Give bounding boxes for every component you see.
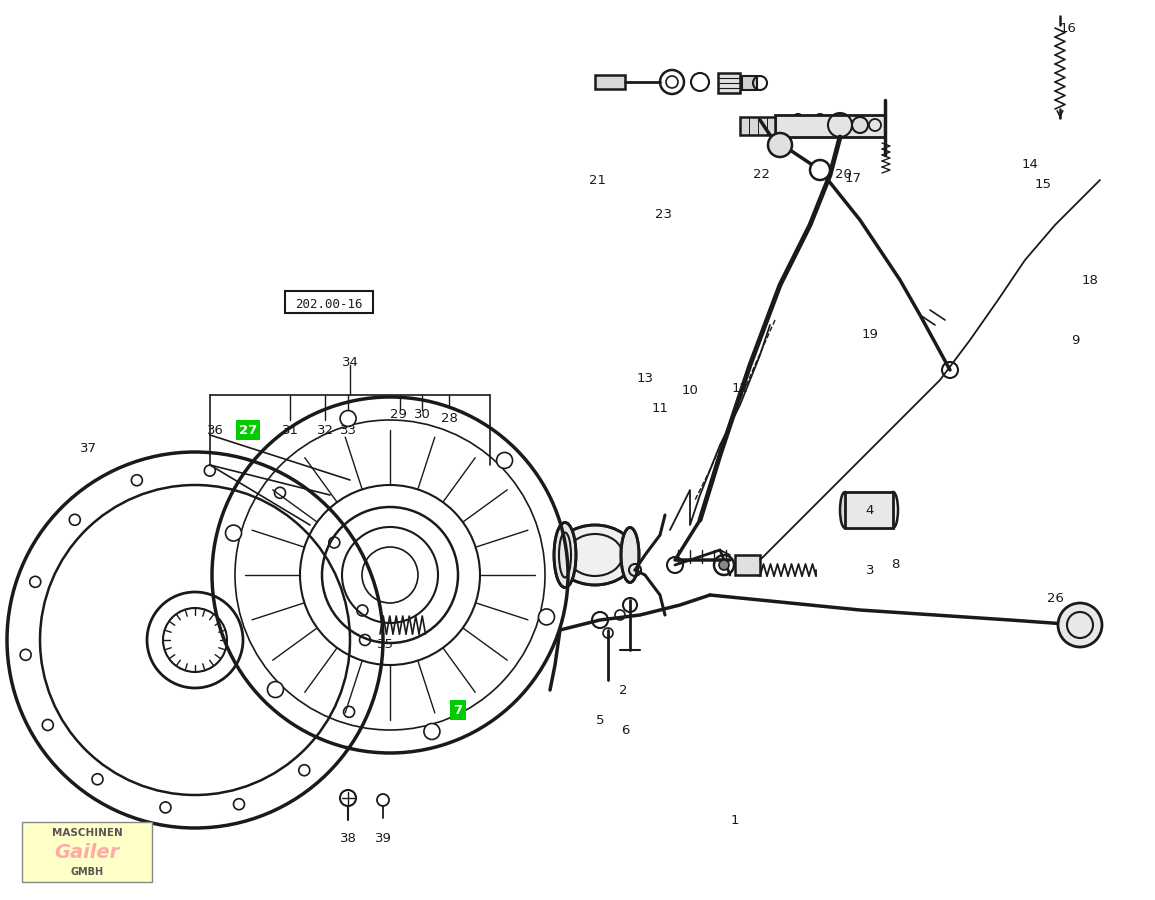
Text: 39: 39 — [374, 832, 392, 844]
Text: 14: 14 — [1021, 158, 1038, 172]
Text: 9: 9 — [1071, 334, 1079, 346]
Circle shape — [340, 410, 356, 427]
Text: 29: 29 — [389, 409, 407, 421]
Text: 16: 16 — [1059, 22, 1076, 34]
Text: 1: 1 — [731, 814, 739, 826]
Text: 10: 10 — [681, 383, 699, 397]
FancyBboxPatch shape — [22, 822, 152, 882]
Text: 30: 30 — [413, 409, 431, 421]
Circle shape — [497, 453, 513, 468]
Text: 33: 33 — [340, 424, 357, 436]
Text: 31: 31 — [282, 424, 298, 436]
Circle shape — [720, 560, 729, 570]
Text: 7: 7 — [454, 704, 462, 716]
Circle shape — [225, 525, 241, 541]
Text: 11: 11 — [651, 401, 669, 415]
Text: 28: 28 — [440, 411, 457, 425]
Circle shape — [538, 609, 554, 625]
Bar — [595, 75, 625, 89]
Bar — [740, 117, 775, 135]
Circle shape — [1058, 603, 1102, 647]
Text: GMBH: GMBH — [70, 867, 104, 877]
Ellipse shape — [621, 527, 639, 582]
Text: 36: 36 — [207, 424, 223, 436]
Circle shape — [768, 133, 792, 157]
Text: 38: 38 — [340, 832, 357, 844]
Text: Gailer: Gailer — [54, 843, 120, 862]
Bar — [742, 76, 757, 90]
Text: 23: 23 — [655, 209, 671, 221]
Text: 3: 3 — [866, 563, 874, 577]
Text: 13: 13 — [636, 372, 654, 384]
Text: 6: 6 — [621, 724, 629, 736]
Text: 17: 17 — [844, 172, 862, 184]
Text: 15: 15 — [1035, 178, 1051, 192]
Bar — [285, 291, 373, 313]
Bar — [775, 115, 885, 137]
Text: 12: 12 — [731, 382, 748, 394]
Text: 202.00-16: 202.00-16 — [296, 299, 363, 311]
Text: 26: 26 — [1046, 591, 1064, 605]
Ellipse shape — [554, 523, 576, 588]
Text: 19: 19 — [862, 328, 879, 341]
Text: 34: 34 — [342, 356, 358, 368]
Circle shape — [852, 117, 869, 133]
Text: 4: 4 — [866, 503, 874, 517]
Bar — [718, 73, 740, 93]
Circle shape — [810, 160, 830, 180]
Text: 27: 27 — [239, 424, 258, 436]
Ellipse shape — [888, 492, 897, 528]
Ellipse shape — [840, 492, 850, 528]
Text: 20: 20 — [835, 168, 851, 182]
Text: 2: 2 — [619, 683, 627, 697]
Bar — [845, 492, 893, 528]
Text: 21: 21 — [589, 174, 606, 186]
Text: 35: 35 — [377, 638, 394, 652]
Ellipse shape — [556, 525, 635, 585]
Text: 8: 8 — [891, 559, 900, 572]
Text: 22: 22 — [753, 168, 770, 182]
Text: 18: 18 — [1081, 274, 1098, 286]
Circle shape — [268, 681, 283, 698]
Text: 32: 32 — [316, 424, 334, 436]
Text: 5: 5 — [596, 714, 604, 726]
Text: 37: 37 — [80, 442, 97, 454]
Circle shape — [424, 724, 440, 740]
Bar — [735, 555, 760, 575]
Text: MASCHINEN: MASCHINEN — [52, 828, 122, 838]
